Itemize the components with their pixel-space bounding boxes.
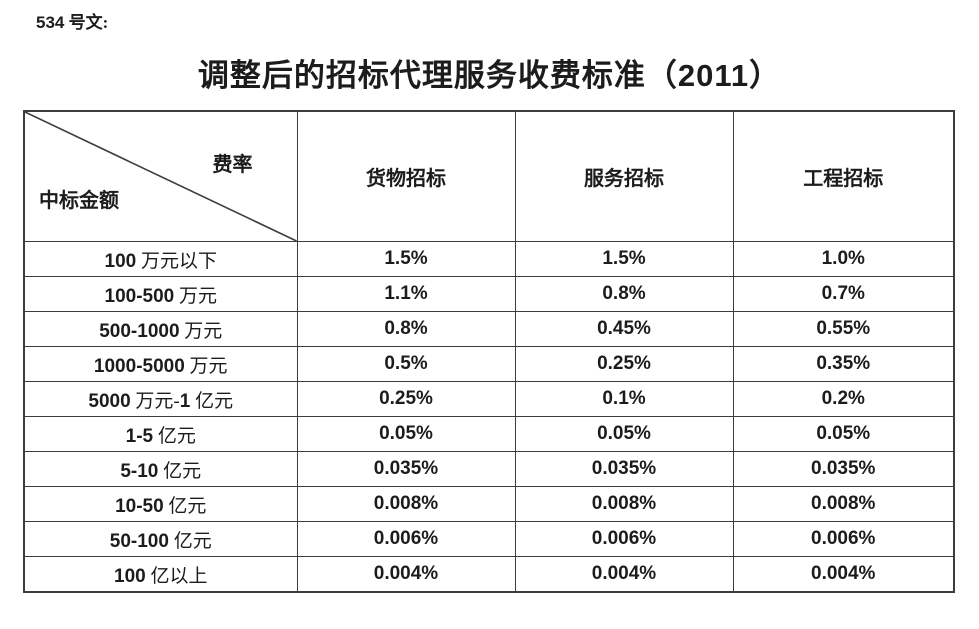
corner-header-cell: 费率 中标金额 bbox=[23, 110, 298, 242]
table-row: 1-5 亿元 0.05% 0.05% 0.05% bbox=[23, 416, 955, 452]
rate-cell-engineering: 0.2% bbox=[732, 381, 955, 417]
rate-cell-service: 0.45% bbox=[514, 311, 734, 347]
column-header-engineering-bidding: 工程招标 bbox=[732, 110, 955, 242]
rate-cell-goods: 1.5% bbox=[296, 241, 516, 277]
amount-range-cell: 1000-5000 万元 bbox=[23, 346, 298, 382]
rate-cell-service: 0.05% bbox=[514, 416, 734, 452]
table-row: 50-100 亿元 0.006% 0.006% 0.006% bbox=[23, 521, 955, 557]
column-header-service-bidding: 服务招标 bbox=[514, 110, 734, 242]
rate-cell-goods: 0.006% bbox=[296, 521, 516, 557]
rate-cell-service: 0.006% bbox=[514, 521, 734, 557]
rate-cell-service: 0.008% bbox=[514, 486, 734, 522]
corner-label-bid-amount: 中标金额 bbox=[39, 190, 119, 212]
table-row: 10-50 亿元 0.008% 0.008% 0.008% bbox=[23, 486, 955, 522]
rate-cell-service: 0.1% bbox=[514, 381, 734, 417]
rate-cell-goods: 1.1% bbox=[296, 276, 516, 312]
rate-cell-engineering: 0.008% bbox=[732, 486, 955, 522]
rate-cell-goods: 0.004% bbox=[296, 556, 516, 593]
amount-range-cell: 100 万元以下 bbox=[23, 241, 298, 277]
amount-range-cell: 100-500 万元 bbox=[23, 276, 298, 312]
page-title: 调整后的招标代理服务收费标准（2011） bbox=[197, 58, 782, 93]
doc-number-label: 534 号文: bbox=[36, 13, 109, 32]
table-row: 500-1000 万元 0.8% 0.45% 0.55% bbox=[23, 311, 955, 347]
fee-rate-table: 费率 中标金额 货物招标 服务招标 工程招标 100 万元以下 1.5% 1.5… bbox=[23, 110, 955, 593]
table-row: 5000 万元-1 亿元 0.25% 0.1% 0.2% bbox=[23, 381, 955, 417]
rate-cell-service: 0.8% bbox=[514, 276, 734, 312]
rate-cell-service: 1.5% bbox=[514, 241, 734, 277]
table-row: 100 万元以下 1.5% 1.5% 1.0% bbox=[23, 241, 955, 277]
rate-cell-engineering: 0.004% bbox=[732, 556, 955, 593]
rate-cell-service: 0.004% bbox=[514, 556, 734, 593]
amount-range-cell: 1-5 亿元 bbox=[23, 416, 298, 452]
amount-range-cell: 5-10 亿元 bbox=[23, 451, 298, 487]
rate-cell-goods: 0.05% bbox=[296, 416, 516, 452]
amount-range-cell: 500-1000 万元 bbox=[23, 311, 298, 347]
rate-cell-engineering: 0.05% bbox=[732, 416, 955, 452]
corner-label-fee-rate: 费率 bbox=[212, 154, 253, 176]
rate-cell-engineering: 0.7% bbox=[732, 276, 955, 312]
rate-cell-goods: 0.25% bbox=[296, 381, 516, 417]
rate-cell-goods: 0.035% bbox=[296, 451, 516, 487]
amount-range-cell: 100 亿以上 bbox=[23, 556, 298, 593]
table-row: 100-500 万元 1.1% 0.8% 0.7% bbox=[23, 276, 955, 312]
rate-cell-engineering: 0.55% bbox=[732, 311, 955, 347]
table-body: 100 万元以下 1.5% 1.5% 1.0% 100-500 万元 1.1% … bbox=[23, 241, 955, 593]
amount-range-cell: 5000 万元-1 亿元 bbox=[23, 381, 298, 417]
rate-cell-engineering: 0.006% bbox=[732, 521, 955, 557]
table-row: 1000-5000 万元 0.5% 0.25% 0.35% bbox=[23, 346, 955, 382]
rate-cell-service: 0.25% bbox=[514, 346, 734, 382]
table-row: 5-10 亿元 0.035% 0.035% 0.035% bbox=[23, 451, 955, 487]
table-row: 100 亿以上 0.004% 0.004% 0.004% bbox=[23, 556, 955, 593]
rate-cell-engineering: 0.035% bbox=[732, 451, 955, 487]
rate-cell-goods: 0.008% bbox=[296, 486, 516, 522]
rate-cell-goods: 0.8% bbox=[296, 311, 516, 347]
rate-cell-engineering: 1.0% bbox=[732, 241, 955, 277]
diagonal-divider-line bbox=[25, 112, 296, 241]
table-header-row: 费率 中标金额 货物招标 服务招标 工程招标 bbox=[23, 110, 955, 242]
amount-range-cell: 10-50 亿元 bbox=[23, 486, 298, 522]
rate-cell-service: 0.035% bbox=[514, 451, 734, 487]
rate-cell-goods: 0.5% bbox=[296, 346, 516, 382]
column-header-goods-bidding: 货物招标 bbox=[296, 110, 516, 242]
rate-cell-engineering: 0.35% bbox=[732, 346, 955, 382]
amount-range-cell: 50-100 亿元 bbox=[23, 521, 298, 557]
